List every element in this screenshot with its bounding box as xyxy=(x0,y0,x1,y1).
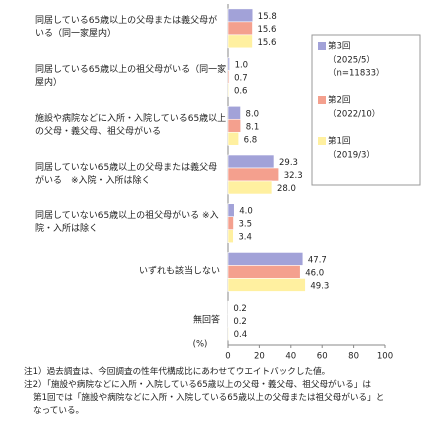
value-label: 32.3 xyxy=(284,171,303,181)
legend-label: 第1回 xyxy=(328,136,350,147)
bar xyxy=(227,118,242,133)
x-tick-label: 60 xyxy=(317,352,328,362)
bar xyxy=(227,203,235,218)
category-label: 同居していない65歳以上の父母または義父母 がいる ※入院・入所は除く xyxy=(35,162,218,186)
value-label: 8.1 xyxy=(246,122,260,132)
bar xyxy=(227,57,230,71)
legend-note: （n=11833） xyxy=(328,68,385,79)
category-label: 施設や病院などに入所・入院している65歳以上 の父母・義父母、祖父母がいる xyxy=(35,113,227,137)
legend-label: 第2回 xyxy=(328,95,350,106)
x-tick-label: 80 xyxy=(348,352,359,362)
value-label: 4.0 xyxy=(239,207,253,217)
bar xyxy=(227,154,275,169)
category-label: いずれも該当しない xyxy=(138,266,220,277)
value-label: 15.6 xyxy=(257,38,276,48)
value-label: 3.5 xyxy=(238,220,252,230)
bar xyxy=(227,229,234,244)
value-label: 8.0 xyxy=(246,109,260,119)
value-label: 46.0 xyxy=(305,268,324,278)
legend-note: （2019/3） xyxy=(328,150,375,161)
bar xyxy=(227,216,234,231)
bar xyxy=(227,8,254,23)
bar xyxy=(227,265,301,279)
value-label: 15.6 xyxy=(257,25,276,35)
bar xyxy=(227,34,253,49)
bar xyxy=(227,105,241,120)
bar xyxy=(227,131,239,146)
value-label: 0.4 xyxy=(234,330,248,340)
value-label: 0.2 xyxy=(233,317,247,327)
legend-label: 第3回 xyxy=(328,41,350,52)
bar xyxy=(227,167,280,182)
bar xyxy=(227,70,230,84)
value-label: 29.3 xyxy=(279,158,298,168)
bar xyxy=(227,278,306,292)
value-label: 28.0 xyxy=(277,184,296,194)
x-axis-label: (%) xyxy=(193,340,208,350)
bar xyxy=(227,21,253,36)
legend-marker xyxy=(318,42,326,50)
value-label: 1.0 xyxy=(235,61,249,71)
footnote: 注2）「施設や病院などに入所・入院している65歳以上の父母・義父母、祖父母がいる… xyxy=(24,380,372,390)
x-tick-label: 40 xyxy=(285,352,296,362)
value-label: 0.6 xyxy=(234,87,248,97)
value-label: 15.8 xyxy=(258,12,277,22)
value-label: 6.8 xyxy=(244,135,258,145)
bar xyxy=(227,326,229,341)
value-label: 3.4 xyxy=(238,233,252,243)
value-label: 49.3 xyxy=(310,281,329,291)
x-tick-label: 20 xyxy=(254,352,265,362)
legend-marker xyxy=(318,96,326,104)
x-tick-label: 100 xyxy=(377,352,393,362)
category-label: 無回答 xyxy=(192,315,220,326)
bar xyxy=(227,180,273,195)
legend-note: （2022/10） xyxy=(328,109,380,120)
bar xyxy=(227,83,230,97)
legend-note: （2025/5） xyxy=(328,55,375,66)
category-label: 同居していない65歳以上の祖父母がいる ※入 院・入所は除く xyxy=(35,211,219,235)
footnote: なっている。 xyxy=(33,406,85,416)
value-label: 0.2 xyxy=(233,304,247,314)
footnote: 注1）過去調査は、今回調査の性年代構成比にあわせてウエイトバックした値。 xyxy=(24,367,331,377)
value-label: 0.7 xyxy=(234,74,248,84)
category-label: 同居している65歳以上の祖父母がいる（同一家 屋内） xyxy=(35,65,227,89)
x-tick-label: 0 xyxy=(225,352,230,362)
value-label: 47.7 xyxy=(308,255,327,265)
bar xyxy=(227,252,304,266)
legend-marker xyxy=(318,137,326,145)
footnote: 第1回では「施設や病院などに入所・入院している65歳以上の父母または祖父母がいる… xyxy=(33,393,385,403)
category-label: 同居している65歳以上の父母または義父母が いる（同一家屋内） xyxy=(35,16,218,40)
legend-box xyxy=(311,34,421,186)
